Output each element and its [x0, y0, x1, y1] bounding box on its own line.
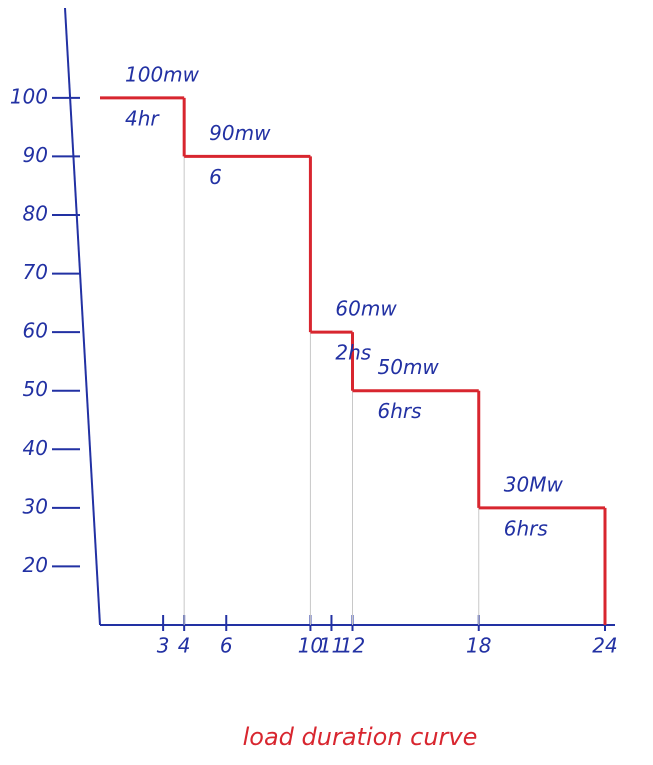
y-tick-label: 20: [23, 553, 48, 577]
value-label: 90mw: [209, 121, 271, 145]
y-tick-label: 40: [23, 436, 48, 460]
x-tick-label: 4: [178, 634, 191, 658]
duration-label: 4hr: [125, 106, 160, 130]
x-tick-label: 24: [592, 634, 617, 658]
x-tick-label: 18: [466, 634, 491, 658]
chart-title: load duration curve: [243, 723, 478, 751]
y-tick-label: 80: [23, 202, 48, 226]
y-tick-label: 70: [23, 260, 48, 284]
y-tick-label: 50: [23, 377, 48, 401]
x-tick-label: 3: [157, 634, 170, 658]
duration-label: 6: [209, 165, 222, 189]
value-label: 100mw: [125, 62, 200, 86]
x-tick-label: 12: [340, 634, 365, 658]
duration-label: 2hs: [335, 341, 371, 365]
x-tick-label: 6: [220, 634, 233, 658]
value-label: 60mw: [335, 297, 397, 321]
y-tick-label: 60: [23, 319, 48, 343]
y-axis: [64, 7, 101, 626]
y-tick-label: 90: [23, 143, 48, 167]
x-tick-label: 10: [298, 634, 323, 658]
x-tick-label: 11: [319, 634, 344, 658]
y-tick-label: 100: [10, 84, 48, 108]
duration-label: 6hrs: [378, 399, 422, 423]
value-label: 50mw: [378, 355, 440, 379]
y-tick-label: 30: [23, 494, 48, 518]
value-label: 30Mw: [504, 472, 564, 496]
duration-label: 6hrs: [504, 516, 548, 540]
